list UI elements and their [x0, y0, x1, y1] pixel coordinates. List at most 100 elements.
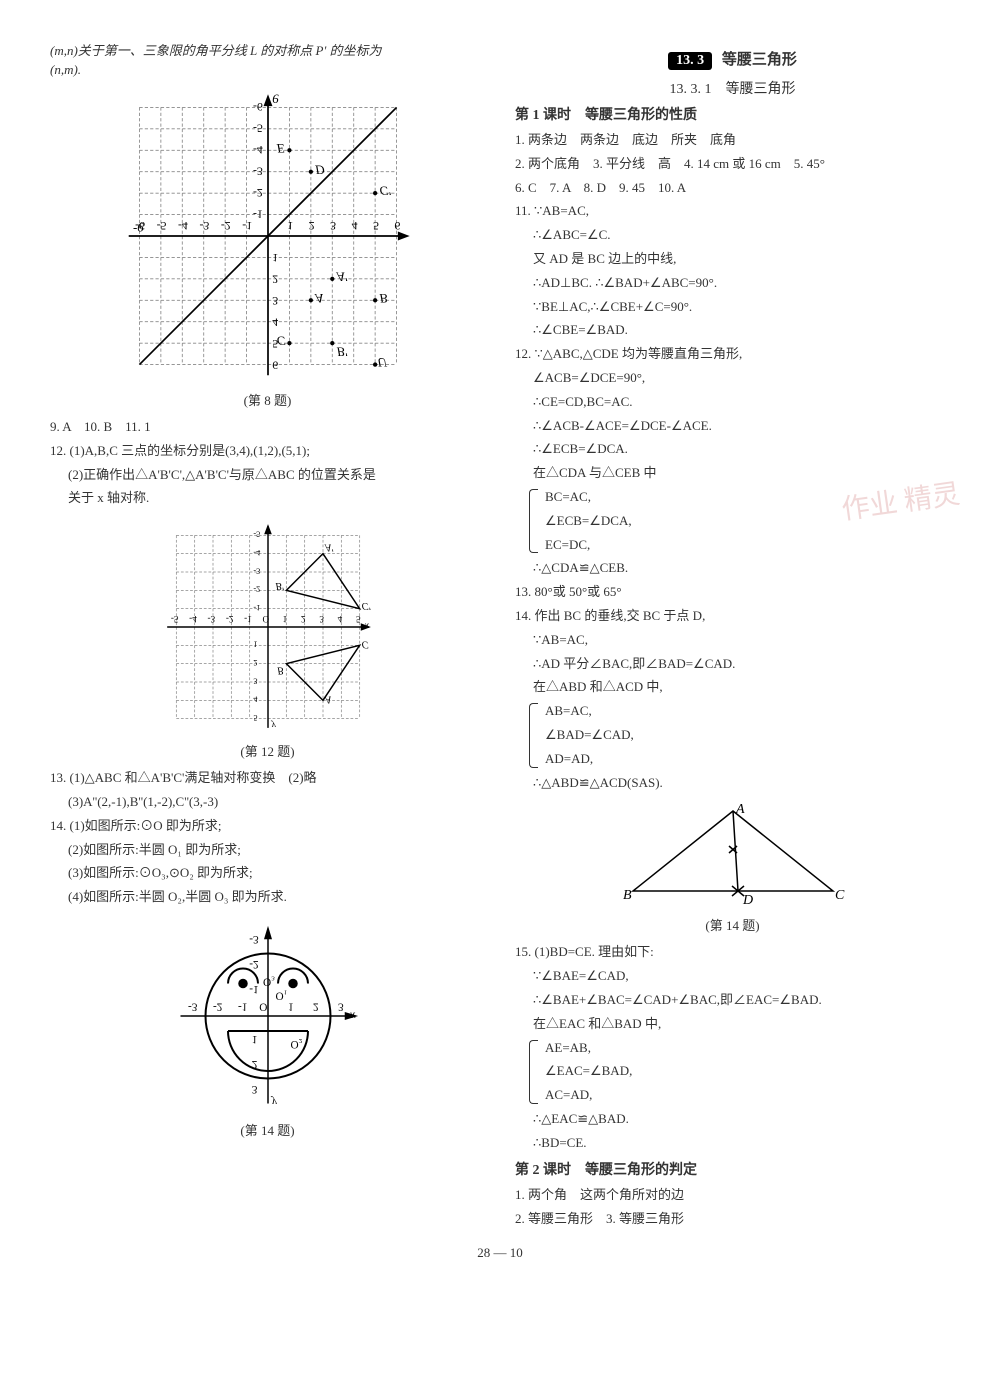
q12-l2: (2)正确作出△A'B'C',△A'B'C'与原△ABC 的位置关系是 [50, 465, 485, 486]
svg-text:2: 2 [253, 658, 257, 667]
r-q12-end: ∴△CDA≌△CEB. [515, 558, 950, 579]
svg-text:-3: -3 [199, 219, 209, 232]
svg-text:B': B' [336, 344, 347, 358]
svg-text:-4: -4 [189, 614, 197, 624]
svg-text:-6: -6 [135, 219, 145, 232]
left-column: (m,n)关于第一、三象限的角平分线 L 的对称点 P' 的坐标为 (n,m).… [50, 40, 485, 1233]
svg-text:1: 1 [272, 251, 278, 264]
svg-text:-3: -3 [249, 933, 259, 945]
r-ans3: 6. C 7. A 8. D 9. 45 10. A [515, 178, 950, 199]
r-q12-2: ∴CE=CD,BC=AC. [515, 392, 950, 413]
r-q15-0: 15. (1)BD=CE. 理由如下: [515, 942, 950, 963]
svg-text:-2: -2 [253, 585, 260, 594]
r-q15-end-1: ∴BD=CE. [515, 1133, 950, 1154]
svg-text:-1: -1 [253, 207, 263, 220]
r-ans2: 2. 两个底角 3. 平分线 高 4. 14 cm 或 16 cm 5. 45° [515, 154, 950, 175]
svg-text:-3: -3 [188, 1000, 198, 1012]
svg-text:2: 2 [301, 614, 306, 624]
svg-text:3: 3 [330, 219, 336, 232]
r-q12-1: ∠ACB=∠DCE=90°, [515, 368, 950, 389]
r-q14-3: 在△ABD 和△ACD 中, [515, 677, 950, 698]
r-q15b-0: AE=AB, [545, 1038, 950, 1059]
r-q11-2: 又 AD 是 BC 边上的中线, [515, 249, 950, 270]
svg-text:2: 2 [251, 1058, 257, 1070]
q14-l2: (2)如图所示:半圆 O₁ 即为所求; [50, 840, 485, 861]
svg-text:B: B [623, 888, 632, 903]
svg-text:-1: -1 [242, 219, 252, 232]
svg-text:2: 2 [272, 273, 278, 286]
svg-text:-1: -1 [253, 603, 260, 612]
r-q15b-2: AC=AD, [545, 1085, 950, 1106]
svg-text:3: 3 [319, 614, 324, 624]
svg-text:-4: -4 [253, 548, 260, 557]
answers-9-11: 9. A 10. B 11. 1 [50, 417, 485, 438]
figure-14-right-caption: (第 14 题) [515, 915, 950, 934]
svg-text:-5: -5 [253, 122, 263, 135]
svg-text:B': B' [275, 580, 284, 591]
svg-text:-1: -1 [238, 1000, 247, 1012]
svg-text:O₂: O₂ [290, 1038, 302, 1050]
svg-text:B: B [379, 291, 387, 305]
r-q15b-1: ∠EAC=∠BAD, [545, 1061, 950, 1082]
q13-l2: (3)A''(2,-1),B''(1,-2),C''(3,-3) [50, 792, 485, 813]
r-q15-3: 在△EAC 和△BAD 中, [515, 1014, 950, 1035]
r-q14-0: 14. 作出 BC 的垂线,交 BC 于点 D, [515, 606, 950, 627]
svg-text:-2: -2 [225, 614, 233, 624]
svg-text:O₁: O₁ [275, 989, 287, 1001]
svg-text:C': C' [379, 184, 391, 198]
svg-text:D: D [314, 162, 325, 176]
r-q12b-2: EC=DC, [545, 535, 950, 556]
svg-text:6: 6 [394, 219, 400, 232]
svg-text:C: C [276, 334, 285, 348]
r-q14b-2: AD=AD, [545, 749, 950, 770]
svg-text:x: x [349, 1009, 355, 1021]
intro-line-1: (m,n)关于第一、三象限的角平分线 L 的对称点 P' 的坐标为 [50, 40, 485, 59]
figure-14-left-caption: (第 14 题) [50, 1120, 485, 1139]
svg-text:-5: -5 [156, 219, 166, 232]
section-badge: 13. 3 [668, 52, 712, 70]
svg-text:y: y [270, 721, 276, 731]
sub-section: 13. 3. 1 等腰三角形 [515, 78, 950, 98]
svg-text:D: D [742, 893, 753, 908]
r-q12-5: 在△CDA 与△CEB 中 [515, 463, 950, 484]
r-q15-end-0: ∴△EAC≌△BAD. [515, 1109, 950, 1130]
r-q12b-1: ∠ECB=∠DCA, [545, 511, 950, 532]
r-q11-0: 11. ∵AB=AC, [515, 201, 950, 222]
svg-text:A': A' [323, 542, 333, 553]
svg-text:4: 4 [253, 695, 257, 704]
svg-text:C: C [835, 888, 845, 903]
svg-text:-5: -5 [170, 614, 178, 624]
svg-text:-4: -4 [253, 143, 263, 156]
q12-l3: 关于 x 轴对称. [50, 488, 485, 509]
svg-text:6: 6 [272, 358, 278, 371]
svg-text:B: B [277, 665, 283, 676]
q14-l1: 14. (1)如图所示:⊙O 即为所求; [50, 816, 485, 837]
svg-text:A': A' [335, 269, 347, 283]
svg-text:5: 5 [356, 614, 361, 624]
q13-l1: 13. (1)△ABC 和△A'B'C'满足轴对称变换 (2)略 [50, 768, 485, 789]
svg-text:O: O [262, 614, 269, 624]
svg-text:4: 4 [272, 316, 278, 329]
svg-text:1: 1 [253, 640, 257, 649]
svg-text:U: U [377, 355, 387, 369]
svg-text:3: 3 [251, 1083, 257, 1095]
intro-line-2: (n,m). [50, 62, 485, 78]
r-q12-4: ∴∠ECB=∠DCA. [515, 439, 950, 460]
r-q11-4: ∵BE⊥AC,∴∠CBE+∠C=90°. [515, 297, 950, 318]
figure-14-left: -3-2-1 123 O x y O₁ O₂ O₃ 123 -1-2-3 (第 … [50, 916, 485, 1139]
svg-text:A: A [314, 291, 323, 305]
r-q11-3: ∴AD⊥BC. ∴∠BAD+∠ABC=90°. [515, 273, 950, 294]
svg-text:A: A [735, 802, 745, 817]
r-q15-brace: AE=AB, ∠EAC=∠BAD, AC=AD, [515, 1038, 950, 1106]
svg-text:-2: -2 [249, 958, 258, 970]
svg-text:4: 4 [337, 614, 342, 624]
svg-text:-3: -3 [253, 164, 263, 177]
svg-text:2: 2 [308, 219, 314, 232]
svg-text:5: 5 [373, 219, 379, 232]
r-q14b-0: AB=AC, [545, 701, 950, 722]
svg-text:A: A [323, 694, 331, 705]
l2-ans2: 2. 等腰三角形 3. 等腰三角形 [515, 1209, 950, 1230]
svg-text:x: x [364, 622, 369, 632]
figure-8: -6 6 -6-5-4-3-2-1 123456 -1-2-3-4-5-6 12… [50, 86, 485, 409]
lesson-2-title: 第 2 课时 等腰三角形的判定 [515, 1159, 950, 1179]
